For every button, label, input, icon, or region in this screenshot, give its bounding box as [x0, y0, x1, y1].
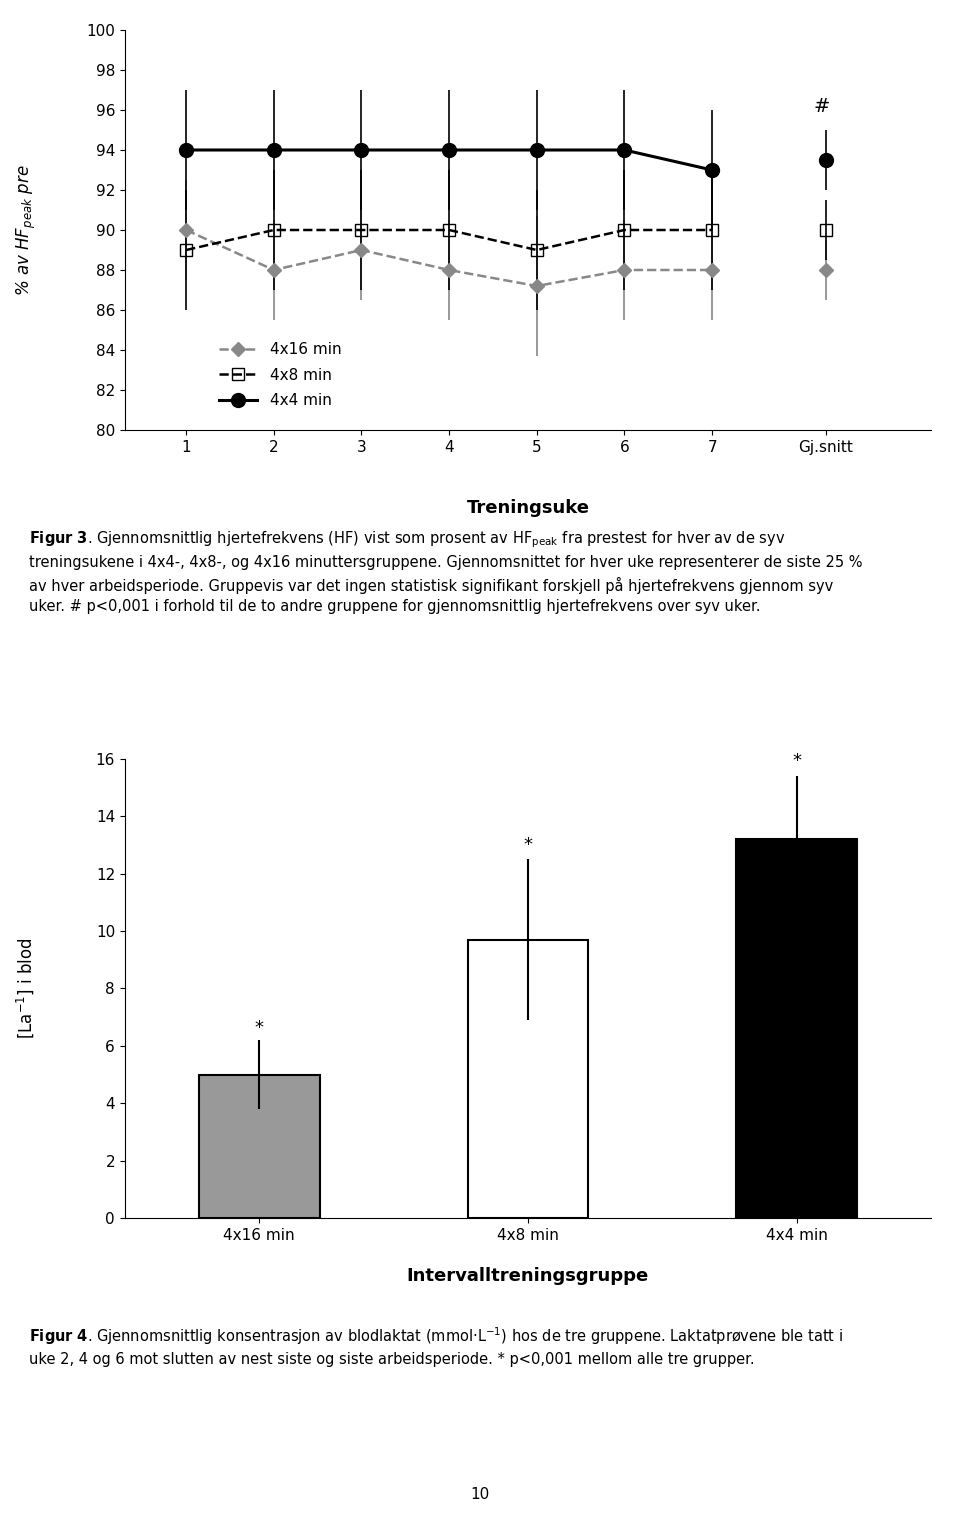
Legend: 4x16 min, 4x8 min, 4x4 min: 4x16 min, 4x8 min, 4x4 min — [213, 335, 348, 415]
Text: *: * — [254, 1019, 264, 1037]
Text: [La$^{-1}$] i blod: [La$^{-1}$] i blod — [14, 938, 36, 1039]
Text: 10: 10 — [470, 1487, 490, 1502]
Text: *: * — [523, 835, 533, 854]
Text: Intervalltreningsgruppe: Intervalltreningsgruppe — [407, 1267, 649, 1285]
Text: $\mathbf{Figur\ 3}$. Gjennomsnittlig hjertefrekvens (HF) vist som prosent av HF$: $\mathbf{Figur\ 3}$. Gjennomsnittlig hje… — [29, 529, 862, 614]
Text: Treningsuke: Treningsuke — [467, 499, 589, 517]
Bar — [736, 840, 857, 1218]
Text: #: # — [813, 96, 829, 116]
Bar — [199, 1074, 320, 1218]
Text: $\mathbf{Figur\ 4}$. Gjennomsnittlig konsentrasjon av blodlaktat (mmol·L$^{-1}$): $\mathbf{Figur\ 4}$. Gjennomsnittlig kon… — [29, 1325, 843, 1368]
Text: *: * — [792, 753, 802, 771]
Bar — [468, 939, 588, 1218]
Text: % av HF$_\mathregular{peak}$ pre: % av HF$_\mathregular{peak}$ pre — [14, 164, 37, 295]
